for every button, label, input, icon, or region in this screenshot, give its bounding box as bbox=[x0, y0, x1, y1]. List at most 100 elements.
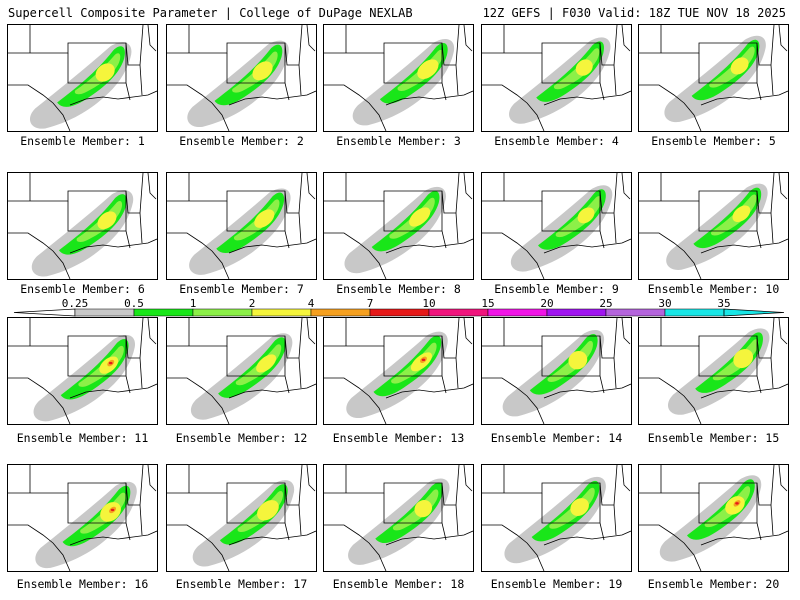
map-panel bbox=[7, 317, 158, 425]
map-boundary-line bbox=[8, 84, 71, 131]
colorbar-tick-label: 4 bbox=[307, 297, 315, 310]
map-boundary-line bbox=[756, 318, 775, 394]
map-boundary-line bbox=[441, 318, 460, 394]
map-boundary-line bbox=[125, 465, 144, 541]
map-canvas bbox=[167, 173, 316, 279]
map-boundary-line bbox=[284, 173, 303, 249]
map-boundary-line bbox=[324, 524, 387, 571]
map-boundary-line bbox=[543, 238, 631, 254]
scp-green-region bbox=[57, 46, 125, 107]
colorbar-segment bbox=[74, 308, 135, 317]
map-boundary-line bbox=[228, 383, 316, 399]
map-boundary-line bbox=[441, 25, 460, 101]
panel-label: Ensemble Member: 14 bbox=[490, 431, 623, 445]
map-boundary-line bbox=[306, 173, 316, 200]
scp-yellow-core bbox=[568, 350, 588, 370]
map-boundary-line bbox=[639, 524, 702, 571]
map-boundary-line bbox=[463, 25, 473, 52]
colorbar-segment bbox=[487, 308, 548, 317]
map-canvas bbox=[8, 25, 157, 131]
map-boundary-line bbox=[167, 482, 299, 506]
colorbar-segment bbox=[251, 308, 312, 317]
map-boundary-line bbox=[482, 84, 545, 131]
colorbar-tick-label: 35 bbox=[717, 297, 731, 310]
panel-label: Ensemble Member: 11 bbox=[16, 431, 149, 445]
map-boundary-line bbox=[756, 173, 775, 249]
map-boundary-line bbox=[599, 465, 618, 541]
scp-yellow-core bbox=[257, 500, 279, 521]
panel-label: Ensemble Member: 15 bbox=[647, 431, 780, 445]
map-panel bbox=[323, 464, 474, 572]
panel-label: Ensemble Member: 17 bbox=[175, 577, 308, 591]
map-canvas bbox=[324, 465, 473, 571]
map-boundary-line bbox=[778, 465, 788, 492]
map-boundary-line bbox=[700, 530, 788, 546]
map-boundary-line bbox=[543, 383, 631, 399]
scp-green-region bbox=[379, 43, 448, 104]
colorbar-tick-label: 7 bbox=[366, 297, 374, 310]
map-boundary-line bbox=[306, 318, 316, 345]
map-canvas bbox=[8, 173, 157, 279]
map-boundary-line bbox=[482, 42, 614, 66]
map-boundary-line bbox=[167, 524, 230, 571]
map-boundary-line bbox=[8, 482, 140, 506]
map-boundary-line bbox=[482, 232, 545, 279]
map-boundary-line bbox=[69, 383, 157, 399]
map-boundary-line bbox=[8, 524, 71, 571]
map-canvas bbox=[639, 318, 788, 424]
panel-label: Ensemble Member: 5 bbox=[651, 134, 776, 148]
scp-yellow-core bbox=[730, 57, 749, 75]
map-canvas bbox=[482, 173, 631, 279]
map-boundary-line bbox=[147, 318, 157, 345]
map-boundary-line bbox=[8, 377, 71, 424]
map-boundary-line bbox=[503, 173, 601, 232]
scp-green-region bbox=[691, 39, 760, 101]
map-boundary-line bbox=[503, 25, 601, 84]
map-boundary-line bbox=[167, 84, 230, 131]
map-boundary-line bbox=[756, 465, 775, 541]
scp-yellow-core bbox=[570, 498, 589, 516]
map-boundary-line bbox=[306, 465, 316, 492]
map-boundary-line bbox=[228, 238, 316, 254]
map-boundary-line bbox=[385, 90, 473, 106]
map-boundary-line bbox=[599, 318, 618, 394]
colorbar-high-arrow bbox=[723, 308, 785, 317]
scp-yellow-core bbox=[577, 207, 595, 224]
map-boundary-line bbox=[660, 318, 758, 377]
map-panel bbox=[323, 317, 474, 425]
panel-label: Ensemble Member: 18 bbox=[332, 577, 465, 591]
colorbar-tick-label: 1 bbox=[189, 297, 197, 310]
map-boundary-line bbox=[8, 42, 140, 66]
colorbar-segment bbox=[133, 308, 194, 317]
scp-green-region bbox=[60, 338, 129, 400]
map-boundary-line bbox=[125, 318, 144, 394]
map-boundary-line bbox=[778, 25, 788, 52]
colorbar-tick-label: 15 bbox=[481, 297, 495, 310]
map-panel bbox=[7, 172, 158, 280]
map-boundary-line bbox=[324, 377, 387, 424]
map-panel bbox=[638, 172, 789, 280]
scp-yellow-core bbox=[252, 61, 273, 81]
map-canvas bbox=[8, 465, 157, 571]
map-canvas bbox=[482, 465, 631, 571]
map-boundary-line bbox=[29, 318, 127, 377]
map-boundary-line bbox=[284, 25, 303, 101]
map-boundary-line bbox=[69, 238, 157, 254]
map-canvas bbox=[8, 318, 157, 424]
scp-yellow-core bbox=[256, 354, 277, 373]
scp-yellow-core bbox=[732, 205, 751, 223]
map-boundary-line bbox=[345, 465, 443, 524]
colorbar-tick-label: 0.25 bbox=[61, 297, 89, 310]
map-boundary-line bbox=[621, 465, 631, 492]
map-boundary-line bbox=[503, 318, 601, 377]
map-panel bbox=[323, 172, 474, 280]
map-boundary-line bbox=[345, 173, 443, 232]
map-boundary-line bbox=[621, 318, 631, 345]
colorbar-segment bbox=[310, 308, 371, 317]
map-boundary-line bbox=[639, 42, 771, 66]
map-canvas bbox=[639, 173, 788, 279]
scp-green-region bbox=[62, 485, 131, 547]
colorbar-tick-label: 10 bbox=[422, 297, 436, 310]
map-boundary-line bbox=[167, 42, 299, 66]
map-boundary-line bbox=[482, 524, 545, 571]
